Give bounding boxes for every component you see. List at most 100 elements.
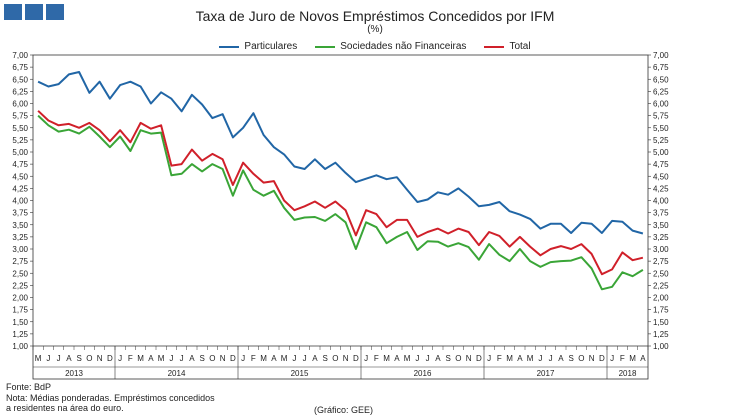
month-label: M	[629, 354, 636, 363]
legend-swatch-total	[484, 45, 505, 48]
legend-label-sociedades: Sociedades não Financeiras	[340, 41, 467, 52]
chart-subtitle: (%)	[367, 24, 383, 35]
month-label: J	[303, 354, 307, 363]
y-tick-label-right: 3,00	[653, 245, 669, 254]
month-label: M	[506, 354, 513, 363]
year-label: 2013	[65, 369, 83, 378]
month-label: A	[558, 354, 564, 363]
y-tick-label-right: 2,00	[653, 294, 669, 303]
y-tick-label-right: 3,50	[653, 221, 669, 230]
y-tick-label-left: 4,50	[12, 172, 28, 181]
y-tick-label-right: 6,00	[653, 100, 669, 109]
y-tick-label-left: 4,25	[12, 184, 28, 193]
y-tick-label-right: 1,75	[653, 306, 669, 315]
y-tick-label-left: 5,75	[12, 112, 28, 121]
y-tick-label-left: 2,25	[12, 281, 28, 290]
note-line-2: a residentes na área do euro.	[6, 403, 124, 413]
legend-label-total: Total	[509, 41, 531, 52]
note-line-1: Nota: Médias ponderadas. Empréstimos con…	[6, 393, 215, 403]
y-tick-label-right: 1,25	[653, 330, 669, 339]
y-tick-label-right: 5,25	[653, 136, 669, 145]
month-label: F	[620, 354, 625, 363]
month-label: N	[220, 354, 226, 363]
month-label: A	[271, 354, 277, 363]
month-label: J	[241, 354, 245, 363]
month-label: J	[364, 354, 368, 363]
month-label: A	[148, 354, 154, 363]
month-label: D	[107, 354, 113, 363]
y-tick-label-left: 5,25	[12, 136, 28, 145]
month-label: A	[435, 354, 441, 363]
y-tick-label-left: 6,50	[12, 75, 28, 84]
y-tick-label-right: 4,75	[653, 160, 669, 169]
month-label: J	[180, 354, 184, 363]
y-tick-label-right: 2,50	[653, 269, 669, 278]
month-label: D	[599, 354, 605, 363]
y-tick-label-left: 6,25	[12, 87, 28, 96]
y-tick-label-right: 3,75	[653, 209, 669, 218]
y-tick-label-left: 2,00	[12, 294, 28, 303]
month-label: M	[158, 354, 165, 363]
y-tick-label-left: 7,00	[12, 51, 28, 60]
y-tick-label-left: 4,75	[12, 160, 28, 169]
month-label: J	[415, 354, 419, 363]
y-tick-label-left: 1,75	[12, 306, 28, 315]
month-label: A	[189, 354, 195, 363]
year-label: 2017	[537, 369, 555, 378]
month-label: M	[35, 354, 42, 363]
source-text: Fonte: BdP	[6, 382, 52, 392]
logo-square-3	[46, 4, 64, 20]
month-label: F	[374, 354, 379, 363]
y-tick-label-right: 1,50	[653, 318, 669, 327]
y-tick-label-left: 2,50	[12, 269, 28, 278]
legend-item-sociedades: Sociedades não Financeiras	[315, 41, 466, 52]
legend-item-particulares: Particulares	[219, 41, 297, 52]
y-tick-label-left: 5,50	[12, 124, 28, 133]
y-tick-label-left: 2,75	[12, 257, 28, 266]
month-label: M	[404, 354, 411, 363]
month-label: O	[209, 354, 215, 363]
year-label: 2018	[619, 369, 637, 378]
month-label: F	[128, 354, 133, 363]
logo	[4, 4, 64, 20]
y-tick-label-right: 4,00	[653, 197, 669, 206]
month-label: A	[394, 354, 400, 363]
month-label: M	[137, 354, 144, 363]
y-tick-label-right: 6,25	[653, 87, 669, 96]
series-line-total	[37, 110, 644, 276]
y-tick-label-left: 5,00	[12, 148, 28, 157]
month-label: J	[57, 354, 61, 363]
month-label: O	[332, 354, 338, 363]
y-tick-label-right: 5,50	[653, 124, 669, 133]
month-label: J	[549, 354, 553, 363]
y-tick-label-right: 7,00	[653, 51, 669, 60]
month-label: N	[589, 354, 595, 363]
y-tick-label-right: 3,25	[653, 233, 669, 242]
month-label: J	[169, 354, 173, 363]
month-label: O	[578, 354, 584, 363]
legend-item-total: Total	[484, 41, 531, 52]
y-tick-label-left: 3,25	[12, 233, 28, 242]
month-label: O	[86, 354, 92, 363]
month-label: J	[426, 354, 430, 363]
y-tick-label-left: 4,00	[12, 197, 28, 206]
y-tick-label-right: 5,00	[653, 148, 669, 157]
y-tick-label-left: 6,00	[12, 100, 28, 109]
month-label: F	[497, 354, 502, 363]
year-label: 2014	[168, 369, 186, 378]
month-label: J	[118, 354, 122, 363]
month-label: M	[383, 354, 390, 363]
month-label: D	[476, 354, 482, 363]
y-tick-label-left: 3,00	[12, 245, 28, 254]
month-label: J	[292, 354, 296, 363]
month-label: S	[322, 354, 327, 363]
month-label: A	[66, 354, 72, 363]
y-tick-label-left: 3,50	[12, 221, 28, 230]
year-label: 2015	[291, 369, 309, 378]
month-label: A	[640, 354, 646, 363]
y-tick-label-left: 6,75	[12, 63, 28, 72]
month-label: N	[466, 354, 472, 363]
month-label: N	[343, 354, 349, 363]
month-label: S	[76, 354, 81, 363]
month-label: A	[517, 354, 523, 363]
